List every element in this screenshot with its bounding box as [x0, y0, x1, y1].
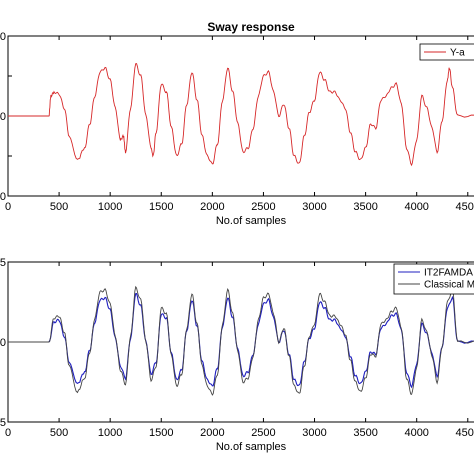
legend-label: Y-a	[450, 48, 465, 59]
y-tick-label: 0	[0, 337, 6, 349]
x-tick-label: 1000	[98, 427, 122, 439]
x-tick-label: 4000	[404, 201, 428, 213]
x-tick-label: 3500	[353, 427, 377, 439]
x-tick-label: 500	[50, 201, 68, 213]
x-axis-label: No.of samples	[216, 441, 287, 453]
x-tick-label: 3500	[353, 201, 377, 213]
series-line-y-a	[8, 63, 474, 167]
y-tick-label: 0	[0, 191, 6, 203]
y-tick-label: 5	[0, 417, 6, 429]
x-tick-label: 2000	[200, 201, 224, 213]
x-tick-label: 2000	[200, 427, 224, 439]
x-tick-label: 1500	[149, 201, 173, 213]
legend-box	[419, 43, 474, 61]
x-tick-label: 3000	[302, 427, 326, 439]
y-tick-label: 0	[0, 111, 6, 123]
x-tick-label: 1000	[98, 201, 122, 213]
y-tick-label: 0	[0, 31, 6, 43]
top-chart-panel: Sway response 0 500 1000 1500 2000 2500 3000 350…	[0, 20, 474, 227]
x-tick-label: 0	[5, 201, 11, 213]
x-tick-label: 1500	[149, 427, 173, 439]
series-line-classical-m	[8, 285, 474, 396]
x-tick-label: 3000	[302, 201, 326, 213]
x-tick-label: 4000	[404, 427, 428, 439]
legend-label: Classical M	[424, 280, 474, 291]
bottom-chart-panel: 050010001500200025003000350040004500505N…	[0, 257, 474, 453]
x-tick-label: 2500	[251, 201, 275, 213]
x-tick-label: 500	[50, 427, 68, 439]
y-tick-label: 5	[0, 257, 6, 269]
chart-title: Sway response	[207, 20, 295, 34]
x-axis-label: No.of samples	[216, 215, 287, 227]
legend-box	[393, 263, 474, 295]
legend-label: IT2FAMDA	[424, 268, 473, 279]
x-tick-label: 2500	[251, 427, 275, 439]
axes-frame	[7, 35, 474, 197]
x-tick-label: 0	[5, 427, 11, 439]
